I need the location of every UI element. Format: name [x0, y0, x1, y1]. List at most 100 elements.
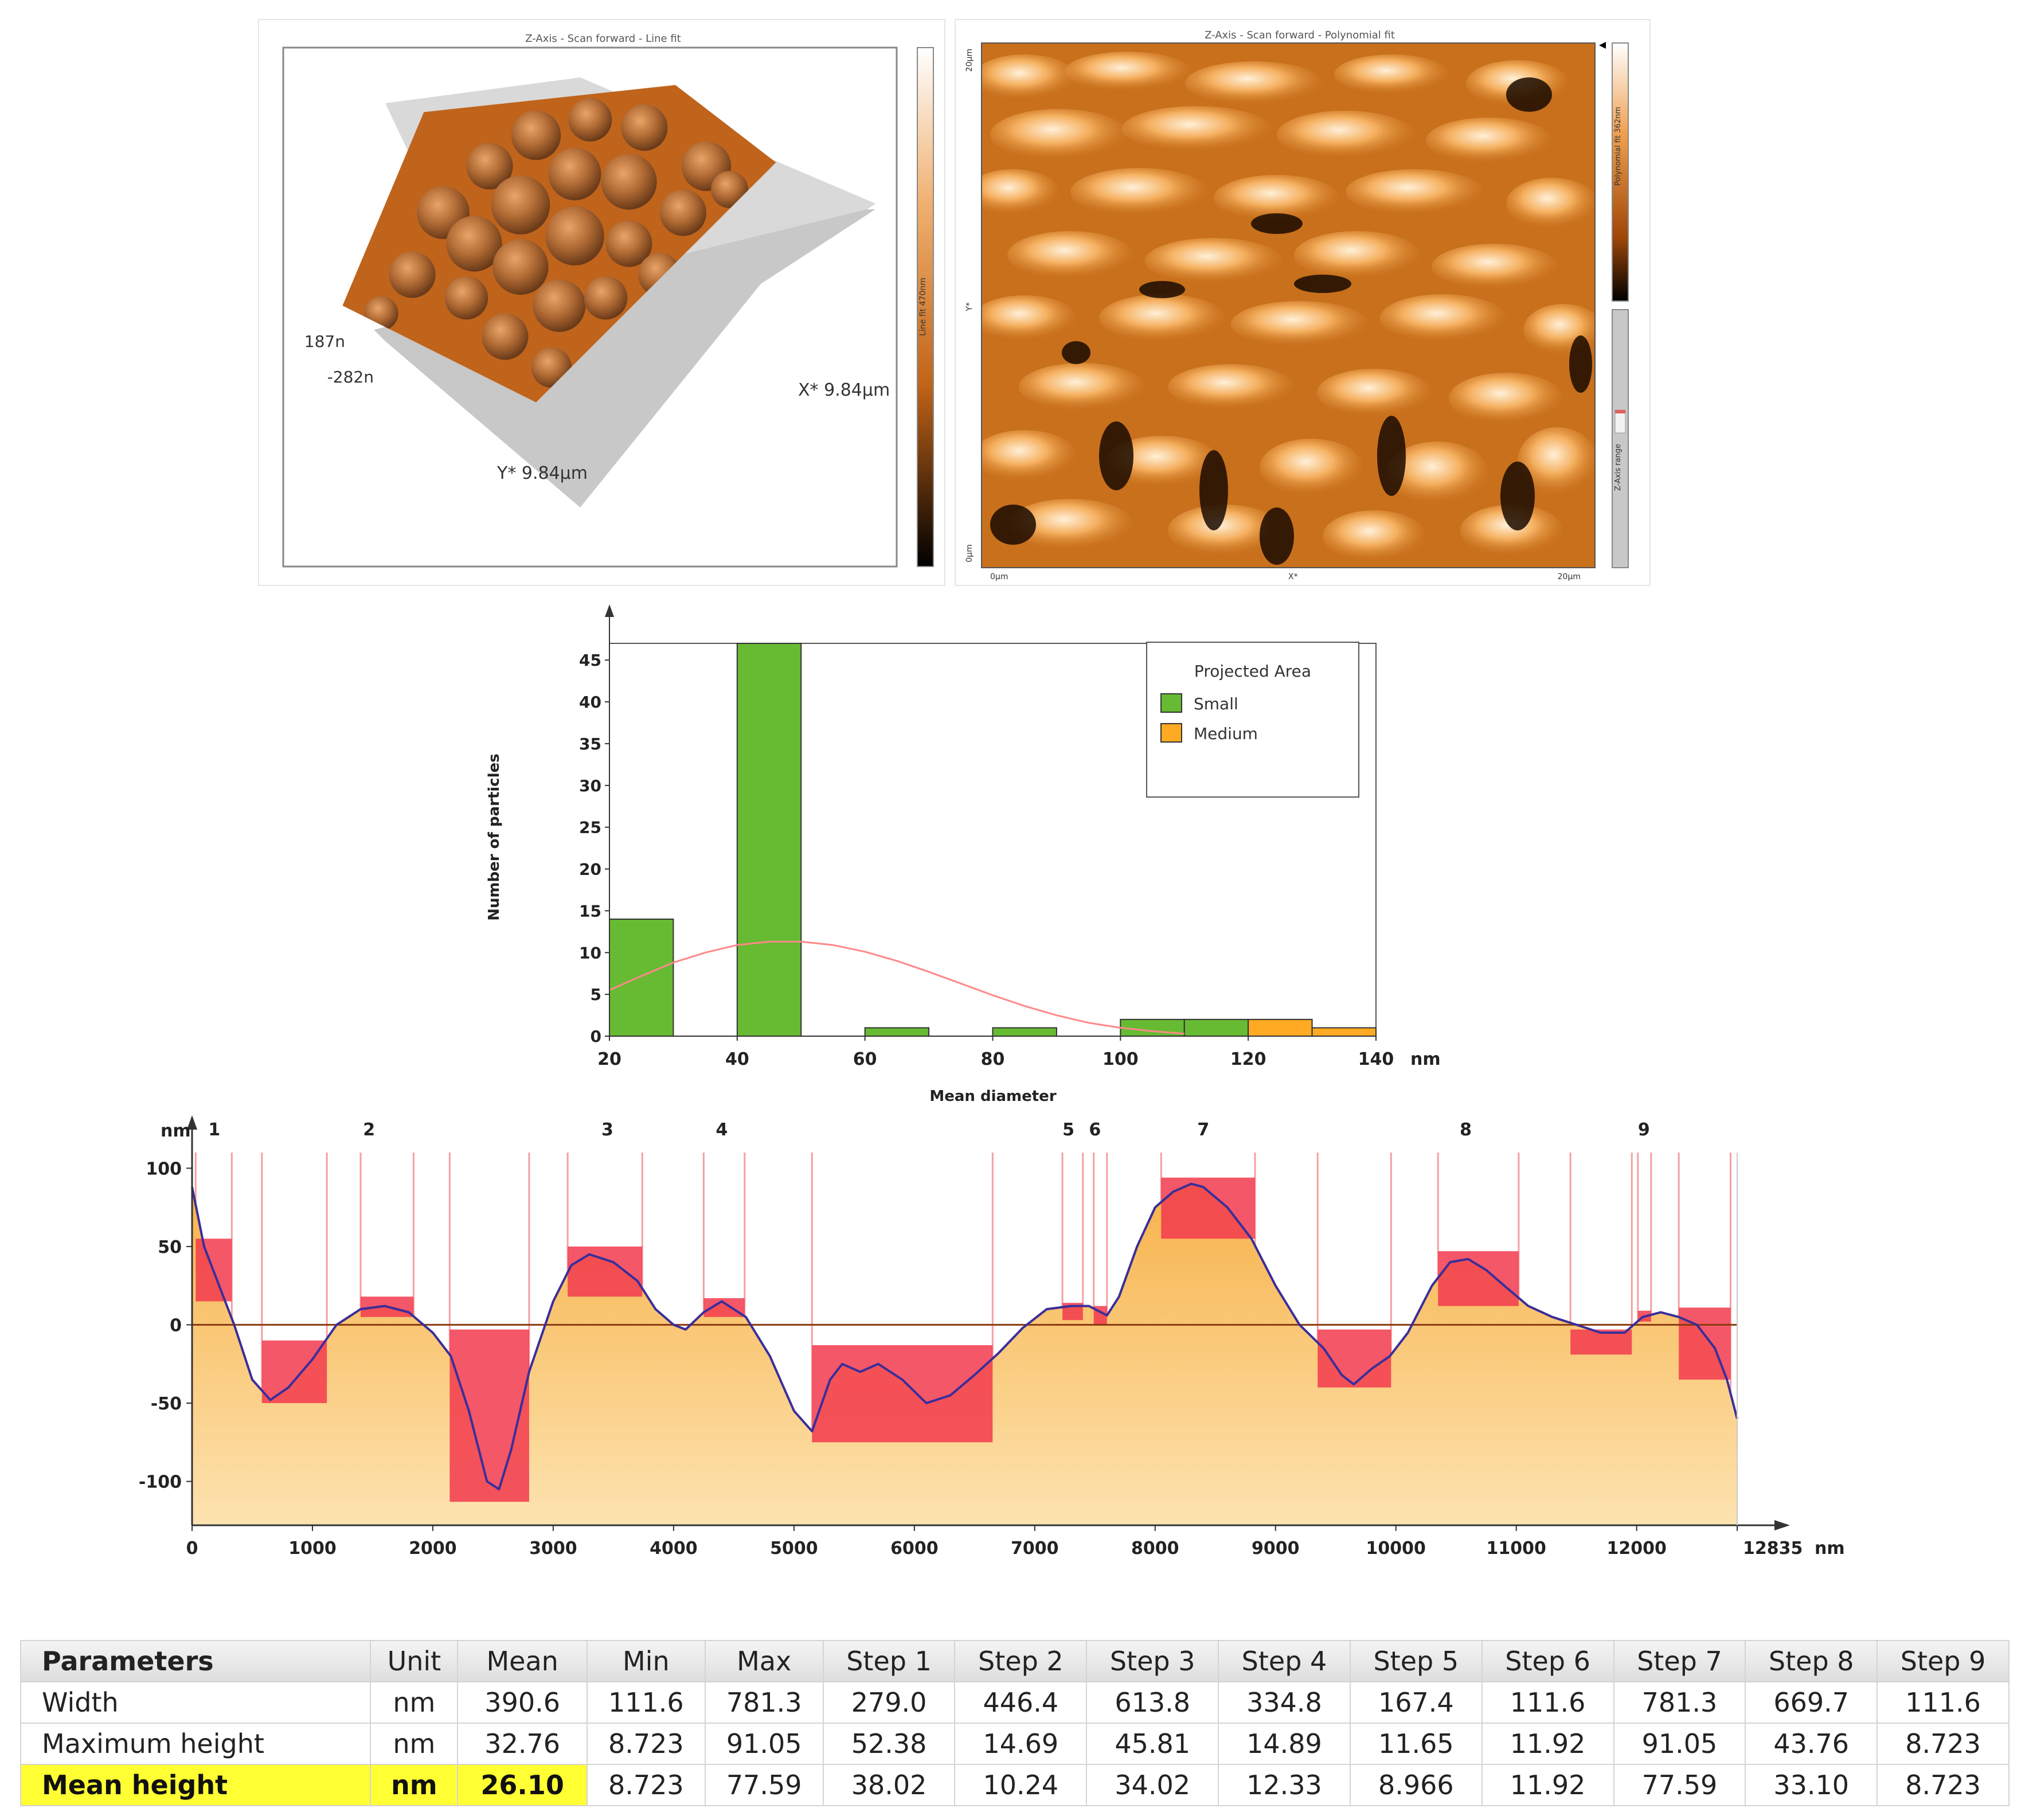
histogram-x-label: Mean diameter — [929, 1088, 1056, 1105]
table-row: Mean height nm 26.10 8.723 77.59 38.02 10.24 34… — [19, 1764, 2010, 1806]
table-cell: 10.24 — [954, 1764, 1088, 1806]
table-cell: 43.76 — [1745, 1723, 1878, 1765]
histogram-y-tick-label: 35 — [579, 735, 601, 753]
afm-2d-panel: Z-Axis - Scan forward - Polynomial fit — [956, 20, 1649, 585]
step-number-label: 8 — [1460, 1120, 1472, 1140]
profile-x-tick-label: 8000 — [1131, 1538, 1179, 1559]
profile-y-tick-label: -100 — [139, 1473, 182, 1493]
afm-2d-frame — [981, 42, 1596, 568]
header-step-3: Step 3 — [1086, 1640, 1219, 1682]
table-cell: 11.92 — [1481, 1764, 1614, 1806]
profile-y-unit: nm — [161, 1121, 191, 1141]
step-number-label: 5 — [1062, 1120, 1074, 1140]
table-cell: 167.4 — [1349, 1681, 1483, 1724]
profile-x-unit: nm — [1815, 1538, 1845, 1559]
table-cell: 12.33 — [1218, 1764, 1351, 1806]
histogram-bar-small-5 — [1183, 1018, 1249, 1037]
table-cell: 45.81 — [1086, 1723, 1219, 1765]
table-cell: 8.723 — [1876, 1723, 2010, 1765]
profile-x-tick-label: 0 — [186, 1538, 198, 1559]
table-cell: 279.0 — [822, 1681, 956, 1724]
valley-block — [812, 1345, 993, 1443]
histogram-y-tick-label: 0 — [591, 1027, 601, 1046]
step-number-label: 2 — [363, 1120, 375, 1140]
y-axis-label: Y* 9.84µm — [497, 463, 588, 483]
table-cell: 11.65 — [1349, 1723, 1483, 1765]
z-top-label: 187n — [304, 332, 345, 351]
histogram-y-tick-label: 15 — [579, 901, 601, 920]
legend-swatch-medium — [1160, 723, 1182, 743]
colorbar-marker-icon — [1599, 42, 1606, 49]
base-plane — [374, 209, 875, 507]
header-step-2: Step 2 — [954, 1640, 1088, 1682]
step-number-label: 3 — [601, 1120, 613, 1140]
histogram-y-tick-label: 10 — [579, 943, 601, 962]
step-number-label: 4 — [716, 1120, 728, 1140]
table-cell: nm — [370, 1681, 459, 1724]
profile-x-tick-label: 9000 — [1252, 1538, 1300, 1559]
table-cell: 111.6 — [1876, 1681, 2010, 1724]
profile-y-tick-label: -50 — [151, 1394, 182, 1414]
table-cell: 111.6 — [1481, 1681, 1614, 1724]
z-range-slider[interactable] — [1612, 309, 1629, 568]
legend-label-small: Small — [1194, 694, 1238, 713]
histogram-y-tick-label: 20 — [579, 860, 601, 879]
colorbar-3d — [917, 47, 934, 567]
afm-2d-image — [982, 43, 1595, 568]
profile-x-tick-label: 3000 — [529, 1538, 577, 1559]
histogram-x-tick-label: 40 — [725, 1049, 749, 1069]
height-profile-line — [191, 1182, 1738, 1491]
table-cell: 446.4 — [954, 1681, 1088, 1724]
x-axis-label: X* 9.84µm — [798, 380, 890, 400]
histogram-bar-small-1 — [736, 643, 802, 1037]
profile-x-tick-label: 5000 — [770, 1538, 818, 1559]
histogram-x-tick-label: 20 — [597, 1049, 621, 1069]
histogram-x-tick-label: 120 — [1230, 1049, 1266, 1069]
profile-x-tick-label: 2000 — [409, 1538, 457, 1559]
legend-swatch-small — [1160, 693, 1182, 713]
table-cell: 14.89 — [1218, 1723, 1351, 1765]
header-min: Min — [586, 1640, 706, 1682]
histogram-legend: Projected Area Small Medium — [1146, 642, 1359, 798]
valley-block — [1318, 1329, 1391, 1388]
step-block-7 — [1161, 1177, 1256, 1239]
table-cell: 14.69 — [954, 1723, 1088, 1765]
table-cell: 91.05 — [704, 1723, 824, 1765]
z-range-label: Z-Axis range — [1614, 444, 1623, 491]
table-cell: 8.723 — [1876, 1764, 2010, 1806]
profile-x-tick-label: 12835 — [1743, 1538, 1803, 1559]
afm-3d-title: Z-Axis - Scan forward - Line fit — [525, 33, 681, 45]
header-step-1: Step 1 — [822, 1640, 956, 1682]
afm-3d-panel: Z-Axis - Scan forward - Line fit — [259, 20, 944, 585]
header-max: Max — [704, 1640, 824, 1682]
histogram-x-unit: nm — [1410, 1049, 1441, 1069]
y-bottom-label: 0µm — [965, 544, 974, 562]
afm-3d-view: Z-Axis - Scan forward - Line fit — [282, 33, 934, 568]
table-row: Width nm 390.6 111.6 781.3 279.0 446.4 613.8 334… — [19, 1681, 2010, 1724]
table-cell: 613.8 — [1086, 1681, 1219, 1724]
histogram-bar-small-2 — [864, 1027, 930, 1037]
parameters-table: Parameters Unit Mean Min Max Step 1 Step… — [19, 1640, 2010, 1806]
step-number-label: 6 — [1089, 1120, 1101, 1140]
profile-y-tick-label: 50 — [158, 1237, 182, 1257]
histogram-x-tick-label: 100 — [1103, 1049, 1139, 1069]
row-label: Mean height — [19, 1764, 372, 1806]
histogram-y-tick-label: 30 — [579, 776, 601, 795]
histogram-x-tick-label: 140 — [1358, 1049, 1394, 1069]
table-cell: 11.92 — [1481, 1723, 1614, 1765]
valley-block — [261, 1340, 327, 1403]
z-range-indicator — [1615, 410, 1625, 413]
header-step-8: Step 8 — [1745, 1640, 1878, 1682]
afm-3d-surface — [342, 85, 776, 403]
table-cell: nm — [370, 1723, 459, 1765]
step-number-label: 7 — [1197, 1120, 1209, 1140]
legend-label-medium: Medium — [1194, 724, 1258, 743]
histogram-x-tick-label: 60 — [853, 1049, 877, 1069]
header-parameters: Parameters — [19, 1640, 372, 1682]
histogram-bar-medium-0 — [1248, 1018, 1313, 1037]
legend-title: Projected Area — [1194, 662, 1311, 681]
x-mid-label: X* — [1288, 572, 1298, 581]
table-cell: 91.05 — [1613, 1723, 1746, 1765]
table-cell: 33.10 — [1745, 1764, 1878, 1806]
table-cell: nm — [370, 1764, 459, 1806]
